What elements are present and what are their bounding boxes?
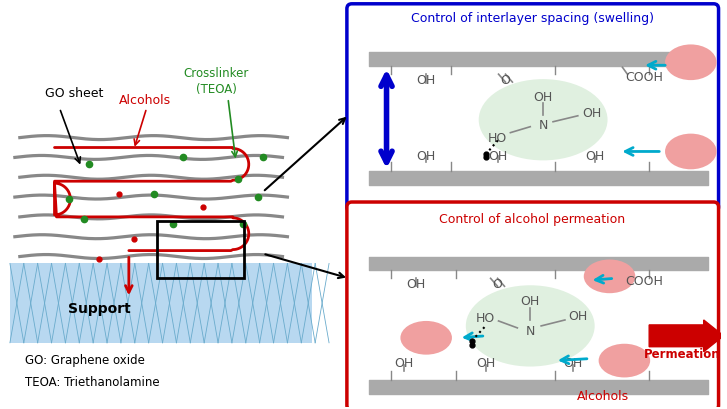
Text: OH: OH (488, 150, 507, 163)
Text: OH: OH (582, 107, 601, 120)
Text: O: O (500, 74, 510, 87)
Ellipse shape (665, 134, 717, 170)
Text: HO: HO (488, 132, 507, 145)
Text: Permeation: Permeation (643, 347, 720, 360)
Ellipse shape (584, 260, 635, 294)
Bar (10, 264, 312, 343)
Text: O: O (493, 278, 502, 290)
Ellipse shape (466, 285, 595, 366)
Text: Control of alcohol permeation: Control of alcohol permeation (439, 213, 625, 226)
Text: Control of interlayer spacing (swelling): Control of interlayer spacing (swelling) (411, 12, 654, 25)
FancyArrow shape (649, 320, 723, 352)
Ellipse shape (665, 45, 717, 81)
Text: OH: OH (585, 150, 604, 163)
Text: TEOA: Triethanolamine: TEOA: Triethanolamine (25, 375, 159, 389)
Text: OH: OH (406, 278, 426, 290)
FancyBboxPatch shape (347, 202, 718, 409)
Text: Alcohols: Alcohols (577, 389, 629, 402)
Text: OH: OH (417, 150, 435, 163)
Text: HO: HO (476, 312, 495, 325)
Text: OH: OH (521, 294, 540, 307)
Ellipse shape (401, 321, 452, 355)
Text: GO: Graphene oxide: GO: Graphene oxide (25, 353, 145, 366)
Text: N: N (526, 325, 535, 337)
Ellipse shape (598, 344, 650, 378)
Text: Alcohols: Alcohols (119, 94, 171, 107)
Text: Support: Support (68, 301, 130, 315)
Ellipse shape (478, 80, 608, 161)
Text: OH: OH (417, 74, 435, 87)
Text: OH: OH (563, 356, 582, 369)
Text: Crosslinker
(TEOA): Crosslinker (TEOA) (183, 66, 249, 95)
Text: COOH: COOH (625, 274, 663, 288)
Text: OH: OH (395, 356, 414, 369)
Text: N: N (539, 119, 548, 132)
Text: OH: OH (534, 91, 553, 104)
FancyBboxPatch shape (347, 5, 718, 212)
Text: COOH: COOH (625, 71, 663, 84)
Text: OH: OH (569, 310, 587, 323)
Text: GO sheet: GO sheet (44, 86, 103, 99)
Text: OH: OH (476, 356, 495, 369)
